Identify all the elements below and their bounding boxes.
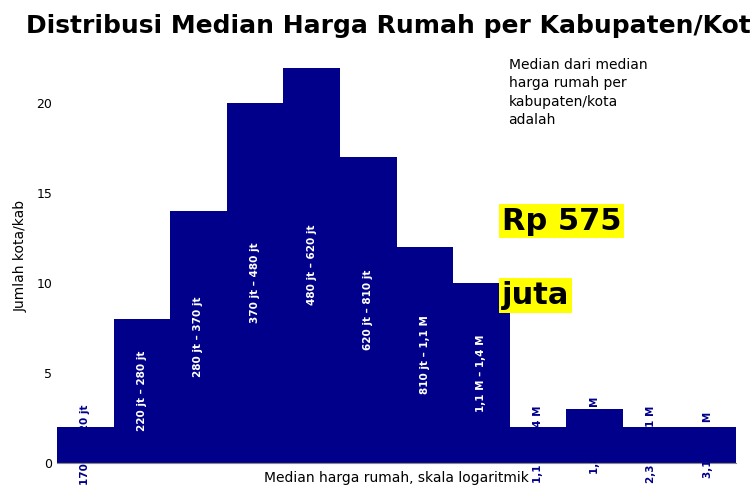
Text: 370 jt – 480 jt: 370 jt – 480 jt (250, 242, 260, 324)
Text: Rp 575: Rp 575 (502, 206, 621, 236)
Bar (453, 283, 510, 463)
Title: Distribusi Median Harga Rumah per Kabupaten/Kota: Distribusi Median Harga Rumah per Kabupa… (26, 14, 750, 38)
Bar (510, 426, 566, 462)
Text: Median dari median
harga rumah per
kabupaten/kota
adalah: Median dari median harga rumah per kabup… (509, 58, 647, 127)
Text: 3,1 M – 4 M: 3,1 M – 4 M (703, 412, 712, 478)
Bar (566, 408, 623, 463)
X-axis label: Median harga rumah, skala logaritmik: Median harga rumah, skala logaritmik (264, 471, 529, 485)
Text: 220 jt – 280 jt: 220 jt – 280 jt (136, 350, 147, 431)
Text: 1,8 M – 2,3 M: 1,8 M – 2,3 M (590, 397, 599, 474)
Text: 2,3 M – 3,1 M: 2,3 M – 3,1 M (646, 406, 656, 483)
Bar (226, 104, 284, 463)
Bar (680, 426, 736, 462)
Text: 1,1 M – 1,4 M: 1,1 M – 1,4 M (533, 406, 543, 483)
Text: juta: juta (502, 281, 569, 310)
Text: 170 jt – 220 jt: 170 jt – 220 jt (80, 404, 90, 485)
Text: 280 jt – 370 jt: 280 jt – 370 jt (194, 296, 203, 377)
Bar (170, 211, 226, 463)
Bar (113, 319, 170, 462)
Text: 810 jt – 1,1 M: 810 jt – 1,1 M (420, 316, 430, 394)
Bar (623, 426, 680, 462)
Text: 1,1 M – 1,4 M: 1,1 M – 1,4 M (476, 334, 487, 411)
Text: 620 jt – 810 jt: 620 jt – 810 jt (363, 270, 374, 350)
Text: 480 jt – 620 jt: 480 jt – 620 jt (307, 225, 316, 306)
Y-axis label: Jumlah kota/kab: Jumlah kota/kab (14, 200, 28, 312)
Bar (57, 426, 113, 462)
Bar (284, 68, 340, 462)
Bar (340, 158, 397, 463)
Bar (397, 247, 453, 462)
